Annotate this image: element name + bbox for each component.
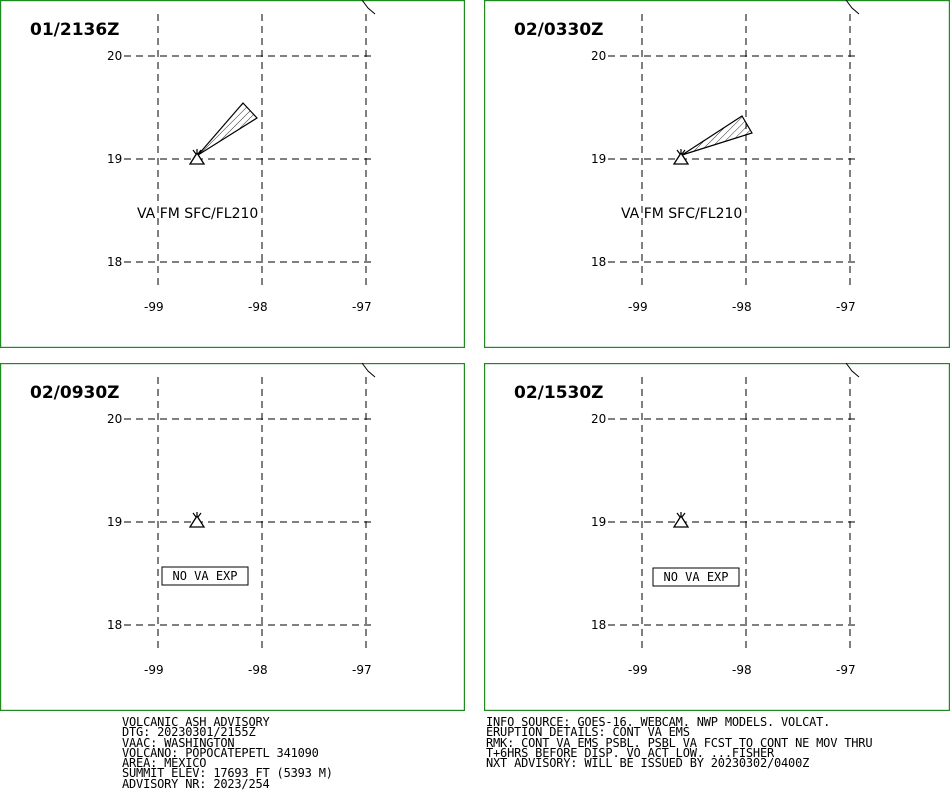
panel-valid-time: 02/0330Z bbox=[514, 20, 604, 40]
no-ash-text: NO VA EXP bbox=[663, 570, 728, 584]
eruption-marks bbox=[676, 149, 686, 155]
lat-label: 19 bbox=[591, 152, 606, 166]
lat-label: 20 bbox=[107, 49, 122, 63]
eruption-marks bbox=[676, 512, 686, 518]
lat-label: 18 bbox=[107, 255, 122, 269]
lon-label: -98 bbox=[248, 663, 268, 677]
advisory-line: T+6HRS BEFORE DISP. VO ACT LOW. ...FISHE… bbox=[486, 745, 775, 760]
lat-label: 20 bbox=[591, 49, 606, 63]
lat-label: 18 bbox=[107, 618, 122, 632]
lat-label: 19 bbox=[107, 152, 122, 166]
advisory-line: DTG: 20230301/2155Z bbox=[122, 725, 256, 740]
lon-label: -98 bbox=[732, 300, 752, 314]
map-panel-4: 20 19 18 -99 -98 -97 02/1530Z NO VA EXP bbox=[484, 362, 950, 711]
advisory-line: VAAC: WASHINGTON bbox=[122, 735, 235, 750]
panel-frame bbox=[0, 363, 465, 711]
no-ash-text: NO VA EXP bbox=[172, 569, 237, 583]
ash-plume-polygon bbox=[197, 102, 258, 156]
volcano-icon bbox=[188, 151, 206, 165]
panel-valid-time: 02/0930Z bbox=[30, 383, 120, 403]
lon-label: -97 bbox=[836, 300, 856, 314]
volcano-icon bbox=[672, 514, 690, 528]
eruption-marks bbox=[192, 149, 202, 155]
lon-label: -98 bbox=[248, 300, 268, 314]
panel-valid-time: 02/1530Z bbox=[514, 383, 604, 403]
advisory-info-right: INFO SOURCE: GOES-16. WEBCAM. NWP MODELS… bbox=[486, 715, 873, 771]
ash-height-label: VA FM SFC/FL210 bbox=[621, 206, 742, 222]
advisory-line: VOLCANIC ASH ADVISORY bbox=[122, 715, 270, 729]
volcano-icon bbox=[672, 151, 690, 165]
advisory-line: RMK: CONT VA EMS PSBL. PSBL VA FCST TO C… bbox=[486, 735, 873, 750]
advisory-line: ADVISORY NR: 2023/254 bbox=[122, 776, 270, 791]
lat-label: 18 bbox=[591, 618, 606, 632]
coastline bbox=[845, 0, 860, 15]
coastline bbox=[361, 362, 376, 378]
lon-label: -99 bbox=[144, 300, 164, 314]
advisory-line: ERUPTION DETAILS: CONT VA EMS bbox=[486, 725, 690, 740]
no-ash-box bbox=[652, 567, 740, 587]
map-panel-1: 20 19 18 -99 -98 -97 01/2136Z VA FM SFC/FL210 bbox=[0, 0, 465, 348]
volcano-icon bbox=[188, 514, 206, 528]
ash-height-label: VA FM SFC/FL210 bbox=[137, 206, 258, 222]
eruption-marks bbox=[192, 512, 202, 518]
advisory-line: INFO SOURCE: GOES-16. WEBCAM. NWP MODELS… bbox=[486, 715, 831, 729]
map-panel-3: 20 19 18 -99 -98 -97 02/0930Z NO VA EXP bbox=[0, 362, 465, 711]
advisory-line: VOLCANO: POPOCATEPETL 341090 bbox=[122, 745, 319, 760]
lon-label: -99 bbox=[144, 663, 164, 677]
coastline bbox=[845, 362, 860, 378]
lon-label: -97 bbox=[352, 300, 372, 314]
ash-plume-polygon bbox=[681, 115, 753, 156]
no-ash-box bbox=[161, 566, 249, 586]
advisory-info-left: VOLCANIC ASH ADVISORY DTG: 20230301/2155Z… bbox=[122, 715, 333, 791]
panel-valid-time: 01/2136Z bbox=[30, 20, 120, 40]
advisory-line: SUMMIT ELEV: 17693 FT (5393 M) bbox=[122, 766, 333, 781]
panel-frame bbox=[484, 0, 950, 348]
lat-label: 19 bbox=[591, 515, 606, 529]
lat-label: 20 bbox=[107, 412, 122, 426]
coastline bbox=[361, 0, 376, 15]
lon-label: -97 bbox=[836, 663, 856, 677]
lat-label: 20 bbox=[591, 412, 606, 426]
lon-label: -99 bbox=[628, 663, 648, 677]
lon-label: -99 bbox=[628, 300, 648, 314]
panel-frame bbox=[0, 0, 465, 348]
lon-label: -97 bbox=[352, 663, 372, 677]
advisory-line: NXT ADVISORY: WILL BE ISSUED BY 20230302… bbox=[486, 756, 810, 771]
map-panel-2: 20 19 18 -99 -98 -97 02/0330Z VA FM SFC/FL210 bbox=[484, 0, 950, 348]
lon-label: -98 bbox=[732, 663, 752, 677]
lat-label: 19 bbox=[107, 515, 122, 529]
panel-frame bbox=[484, 363, 950, 711]
lat-label: 18 bbox=[591, 255, 606, 269]
advisory-line: AREA: MEXICO bbox=[122, 756, 207, 771]
